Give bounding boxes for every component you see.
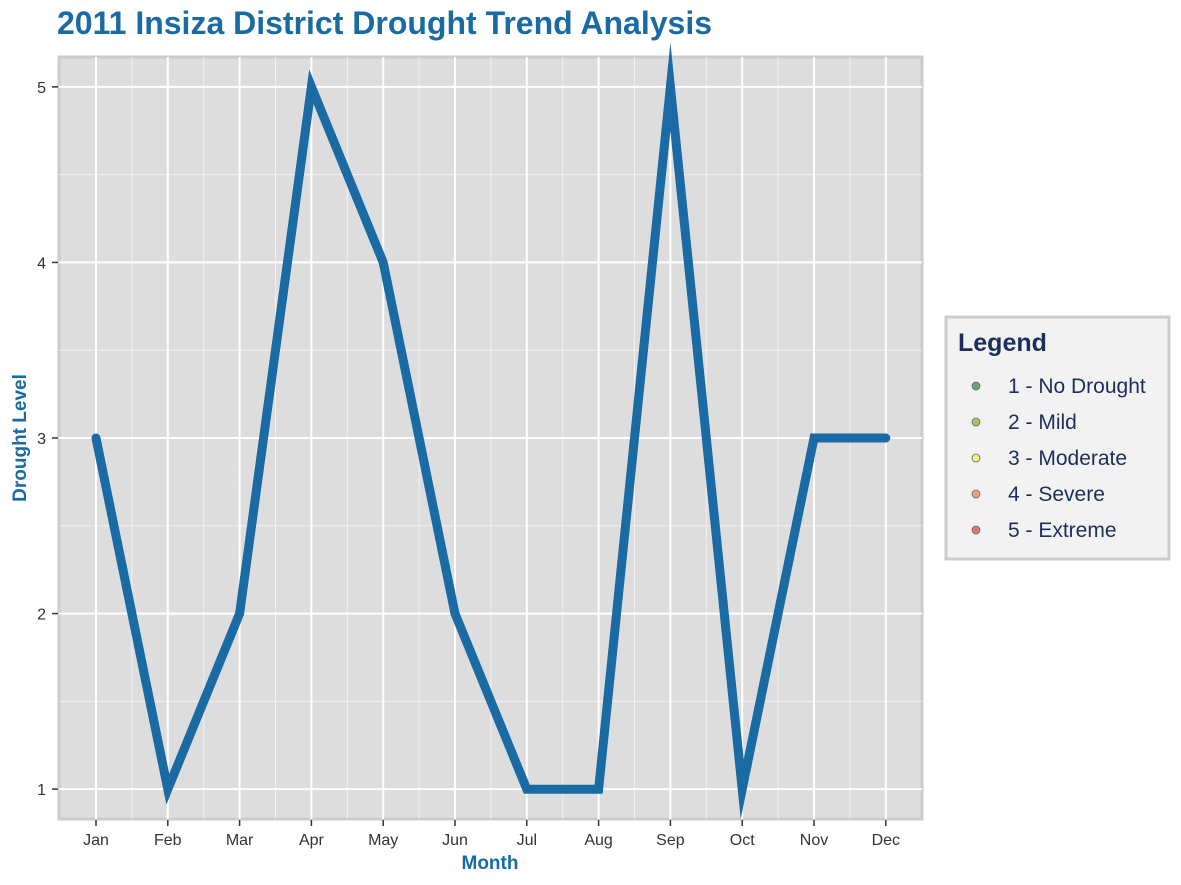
legend-box	[944, 315, 1171, 561]
x-tick-label: Jan	[83, 832, 109, 849]
x-tick-label: Sep	[656, 832, 685, 849]
legend-label: 4 - Severe	[1008, 483, 1105, 506]
y-axis: 1 2 3 4 5	[37, 80, 58, 799]
x-tick-label: Nov	[800, 832, 828, 849]
legend: Legend 1 - No Drought 2 - Mild 3 - Moderat…	[944, 315, 1171, 561]
x-tick-label: Jun	[442, 832, 468, 849]
legend-title: Legend	[958, 329, 1047, 357]
x-tick-label: May	[368, 832, 398, 849]
legend-label: 5 - Extreme	[1008, 519, 1117, 542]
x-tick-label: Dec	[872, 832, 900, 849]
series-line	[91, 42, 891, 819]
legend-label: 3 - Moderate	[1008, 447, 1127, 470]
x-tick-label: Aug	[584, 832, 612, 849]
x-tick-label: Feb	[154, 832, 182, 849]
y-tick-label: 5	[37, 80, 46, 97]
x-axis: Jan Feb Mar Apr May Jun Jul Aug Sep Oct Nov Dec	[83, 820, 900, 849]
series-line-layer	[91, 42, 891, 819]
grid-lines	[59, 57, 922, 819]
y-tick-label: 4	[37, 255, 46, 272]
legend-key	[971, 417, 981, 427]
legend-items: 1 - No Drought 2 - Mild 3 - Moderate 4 - Se…	[971, 375, 1146, 542]
y-axis-title: Drought Level	[10, 374, 31, 502]
y-tick-label: 2	[37, 607, 46, 624]
chart-title: 2011 Insiza District Drought Trend Analy…	[57, 5, 712, 41]
legend-label: 2 - Mild	[1008, 411, 1077, 434]
legend-key	[971, 381, 981, 391]
y-tick-label: 3	[37, 431, 46, 448]
x-tick-label: Jul	[517, 832, 537, 849]
legend-key	[971, 489, 981, 499]
legend-label: 1 - No Drought	[1008, 375, 1146, 398]
y-tick-label: 1	[37, 782, 46, 799]
legend-key	[971, 453, 981, 463]
x-tick-label: Oct	[730, 832, 755, 849]
legend-key	[971, 525, 981, 535]
x-axis-title: Month	[462, 853, 519, 874]
x-tick-label: Mar	[226, 832, 254, 849]
x-tick-label: Apr	[299, 832, 325, 849]
